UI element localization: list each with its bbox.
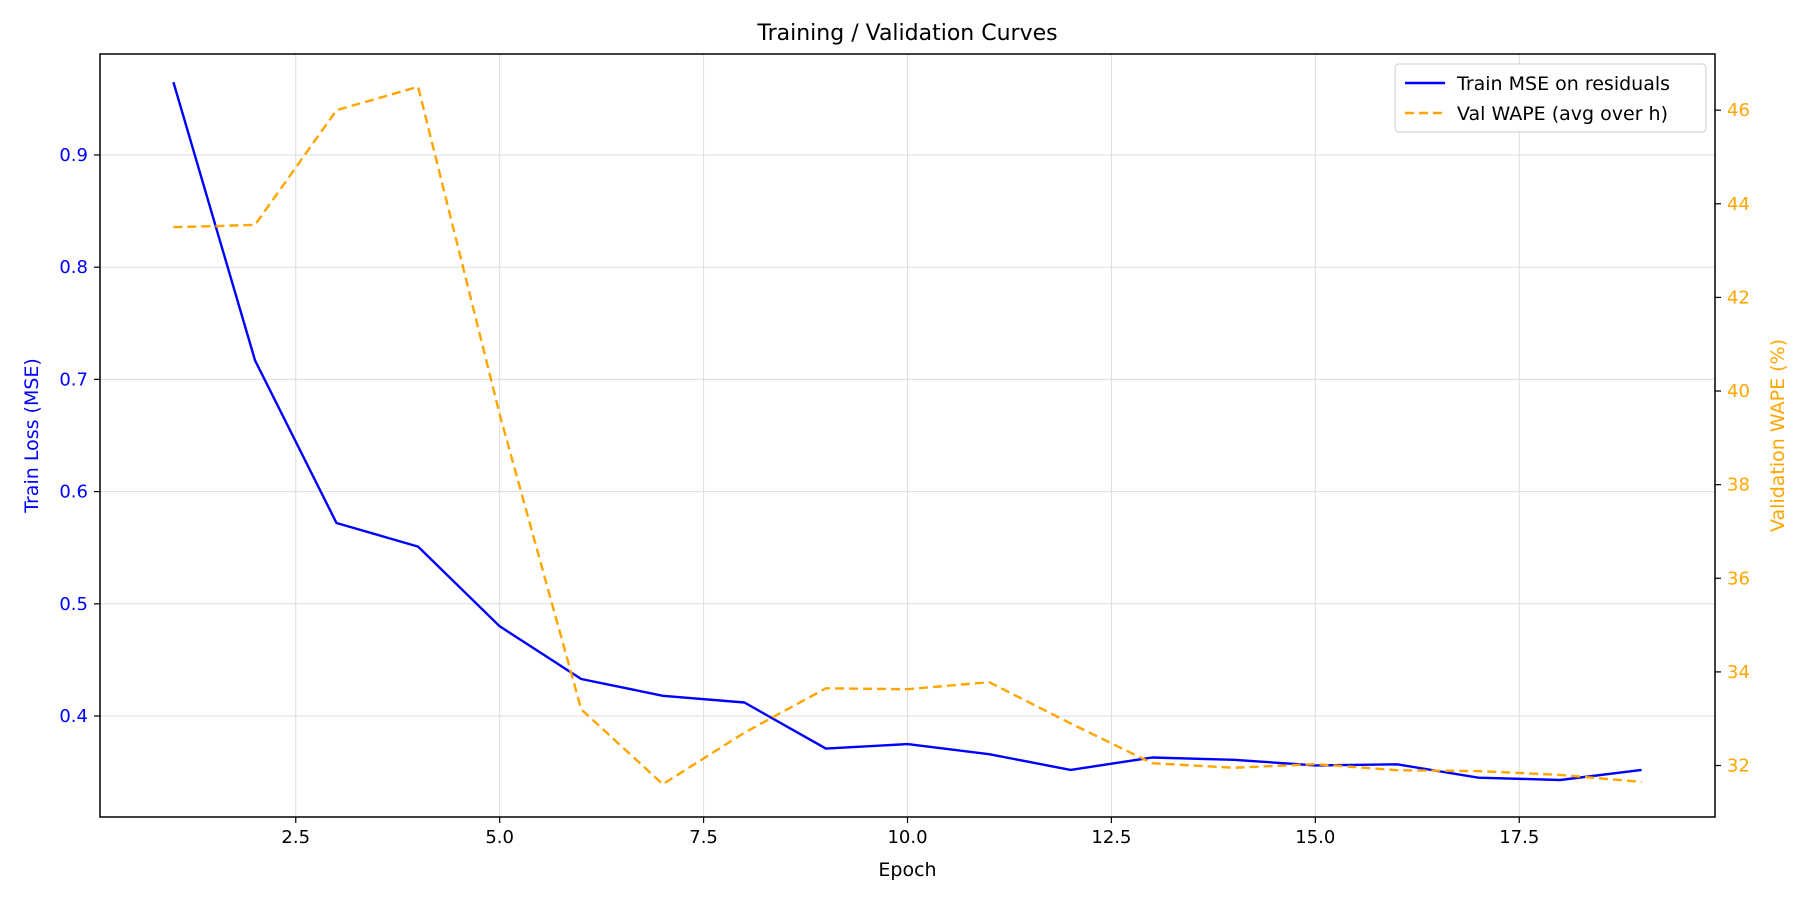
- right-y-tick-label: 42: [1727, 287, 1750, 308]
- legend: Train MSE on residuals Val WAPE (avg ove…: [1394, 63, 1707, 133]
- right-y-tick-label: 34: [1727, 662, 1750, 683]
- left-y-tick-label: 0.9: [59, 145, 88, 166]
- series-line-train-mse: [172, 81, 1642, 782]
- x-tick-label: 7.5: [689, 827, 718, 848]
- right-y-axis-ticks: 32 34 36 38 40 42 44 46: [1715, 100, 1750, 777]
- right-y-axis-label: Validation WAPE (%): [1767, 339, 1789, 532]
- x-tick-label: 10.0: [887, 827, 927, 848]
- right-y-tick-label: 44: [1727, 194, 1750, 215]
- x-tick-label: 5.0: [485, 827, 514, 848]
- right-y-tick-label: 32: [1727, 756, 1750, 777]
- x-axis-ticks: 2.5 5.0 7.5 10.0 12.5 15.0 17.5: [281, 817, 1539, 848]
- x-tick-label: 15.0: [1295, 827, 1335, 848]
- legend-entry-val-wape: Val WAPE (avg over h): [1457, 103, 1668, 125]
- x-tick-label: 12.5: [1091, 827, 1131, 848]
- left-y-axis-label: Train Loss (MSE): [21, 358, 43, 514]
- left-y-tick-label: 0.5: [59, 594, 88, 615]
- left-y-tick-label: 0.6: [59, 482, 88, 503]
- legend-box: [1394, 63, 1707, 133]
- x-tick-label: 17.5: [1499, 827, 1539, 848]
- legend-entry-train-mse: Train MSE on residuals: [1456, 73, 1670, 95]
- left-y-tick-label: 0.8: [59, 257, 88, 278]
- right-y-tick-label: 36: [1727, 568, 1750, 589]
- series-lines: [172, 81, 1642, 786]
- left-y-axis-ticks: 0.4 0.5 0.6 0.7 0.8 0.9: [59, 145, 100, 727]
- right-y-tick-label: 38: [1727, 475, 1750, 496]
- grid: [100, 54, 1715, 817]
- series-line-val-wape: [173, 85, 1642, 786]
- x-tick-label: 2.5: [281, 827, 310, 848]
- left-y-tick-label: 0.4: [59, 706, 88, 727]
- right-y-tick-label: 46: [1727, 100, 1750, 121]
- x-axis-label: Epoch: [878, 859, 936, 881]
- chart-title: Training / Validation Curves: [756, 21, 1057, 46]
- left-y-tick-label: 0.7: [59, 369, 88, 390]
- right-y-tick-label: 40: [1727, 381, 1750, 402]
